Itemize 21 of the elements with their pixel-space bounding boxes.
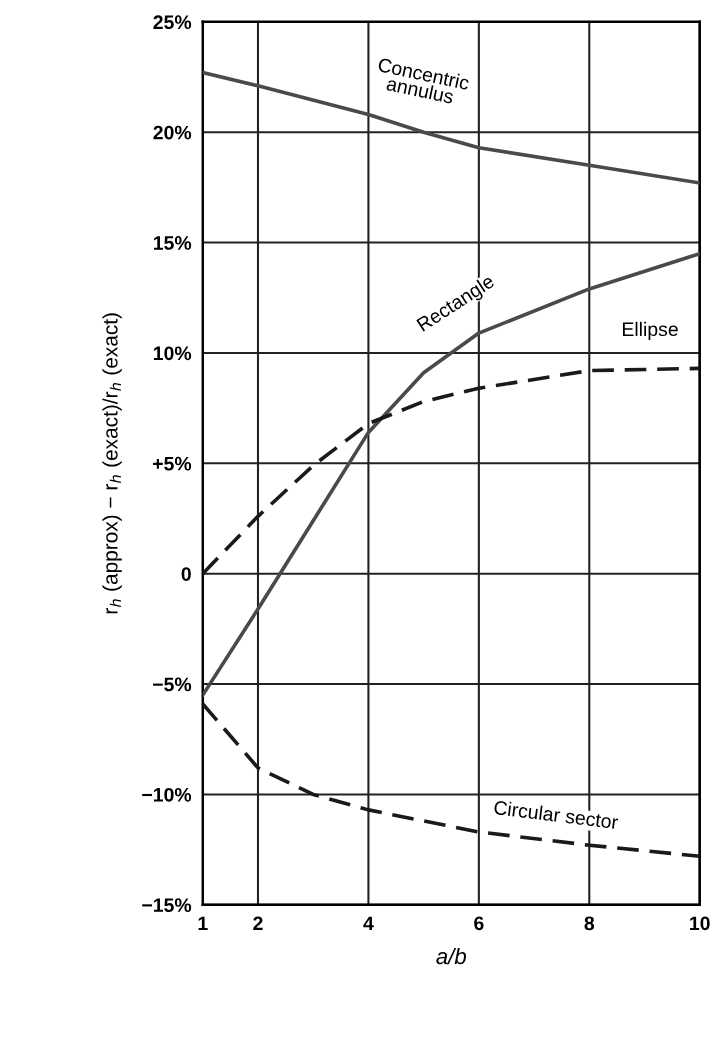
y-tick-label: 0 <box>181 567 191 581</box>
y-axis-title: r$_{h}$ (approx) − r$_{h}$ (exact)/r$_{h}$ (exact) <box>102 313 122 614</box>
y-tick-label: 15% <box>153 236 192 250</box>
annotation: Ellipse <box>622 321 678 340</box>
annotation: Circular sector <box>493 799 619 830</box>
y-tick-label: +5% <box>153 456 192 471</box>
x-tick-label: 4 <box>363 916 374 930</box>
x-axis-title: a/b <box>436 947 467 965</box>
x-tick-label: 2 <box>253 916 263 930</box>
y-tick-label: −10% <box>142 787 192 802</box>
x-tick-label: 1 <box>198 916 208 930</box>
line-series <box>202 251 700 697</box>
annotation: Concentric annulus <box>377 57 471 104</box>
x-tick-label: 6 <box>474 916 484 931</box>
y-tick-label: 20% <box>153 125 192 140</box>
y-tick-label: −15% <box>142 898 192 913</box>
x-tick-label: 8 <box>584 916 595 931</box>
y-tick-label: −5% <box>153 677 192 692</box>
y-tick-label: 25% <box>153 15 192 30</box>
x-tick-label: 10 <box>690 916 710 931</box>
y-tick-label: 10% <box>153 346 192 361</box>
